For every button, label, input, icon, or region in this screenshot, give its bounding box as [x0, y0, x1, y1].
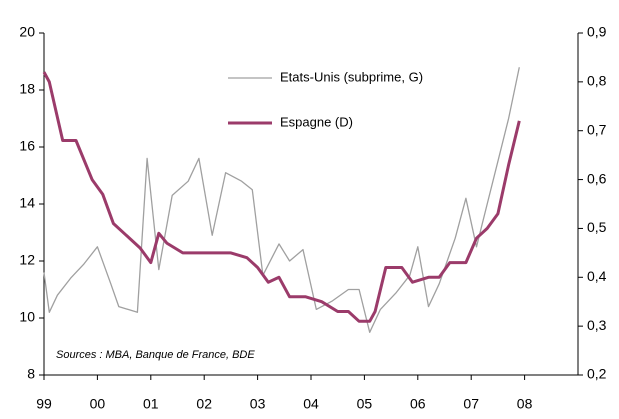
x-tick-label: 04 — [303, 396, 319, 412]
series-line — [42, 71, 521, 323]
legend-label: Espagne (D) — [280, 114, 353, 129]
y2-tick-label: 0,9 — [587, 24, 607, 40]
legend-label: Etats-Unis (subprime, G) — [280, 69, 423, 84]
y-tick-label: 14 — [19, 195, 35, 211]
y2-tick-label: 0,3 — [587, 317, 607, 333]
y2-tick-label: 0,7 — [587, 121, 607, 137]
y-tick-label: 10 — [19, 309, 35, 325]
y-tick-label: 8 — [27, 366, 35, 382]
y2-tick-label: 0,2 — [587, 366, 607, 382]
y-tick-label: 18 — [19, 81, 35, 97]
x-tick-label: 99 — [36, 396, 52, 412]
x-tick-label: 01 — [143, 396, 159, 412]
x-tick-label: 03 — [250, 396, 266, 412]
y2-tick-label: 0,5 — [587, 219, 607, 235]
y2-tick-label: 0,4 — [587, 268, 607, 284]
y2-tick-label: 0,8 — [587, 73, 607, 89]
y-tick-label: 20 — [19, 24, 35, 40]
annotation: Sources : MBA, Banque de France, BDE — [56, 349, 255, 361]
y-tick-label: 12 — [19, 252, 35, 268]
x-tick-label: 02 — [196, 396, 212, 412]
series-line — [43, 67, 520, 333]
y2-tick-label: 0,6 — [587, 170, 607, 186]
x-tick-label: 08 — [517, 396, 533, 412]
x-tick-label: 07 — [463, 396, 479, 412]
y-tick-label: 16 — [19, 138, 35, 154]
x-tick-label: 06 — [410, 396, 426, 412]
x-tick-label: 00 — [90, 396, 106, 412]
x-tick-label: 05 — [357, 396, 373, 412]
